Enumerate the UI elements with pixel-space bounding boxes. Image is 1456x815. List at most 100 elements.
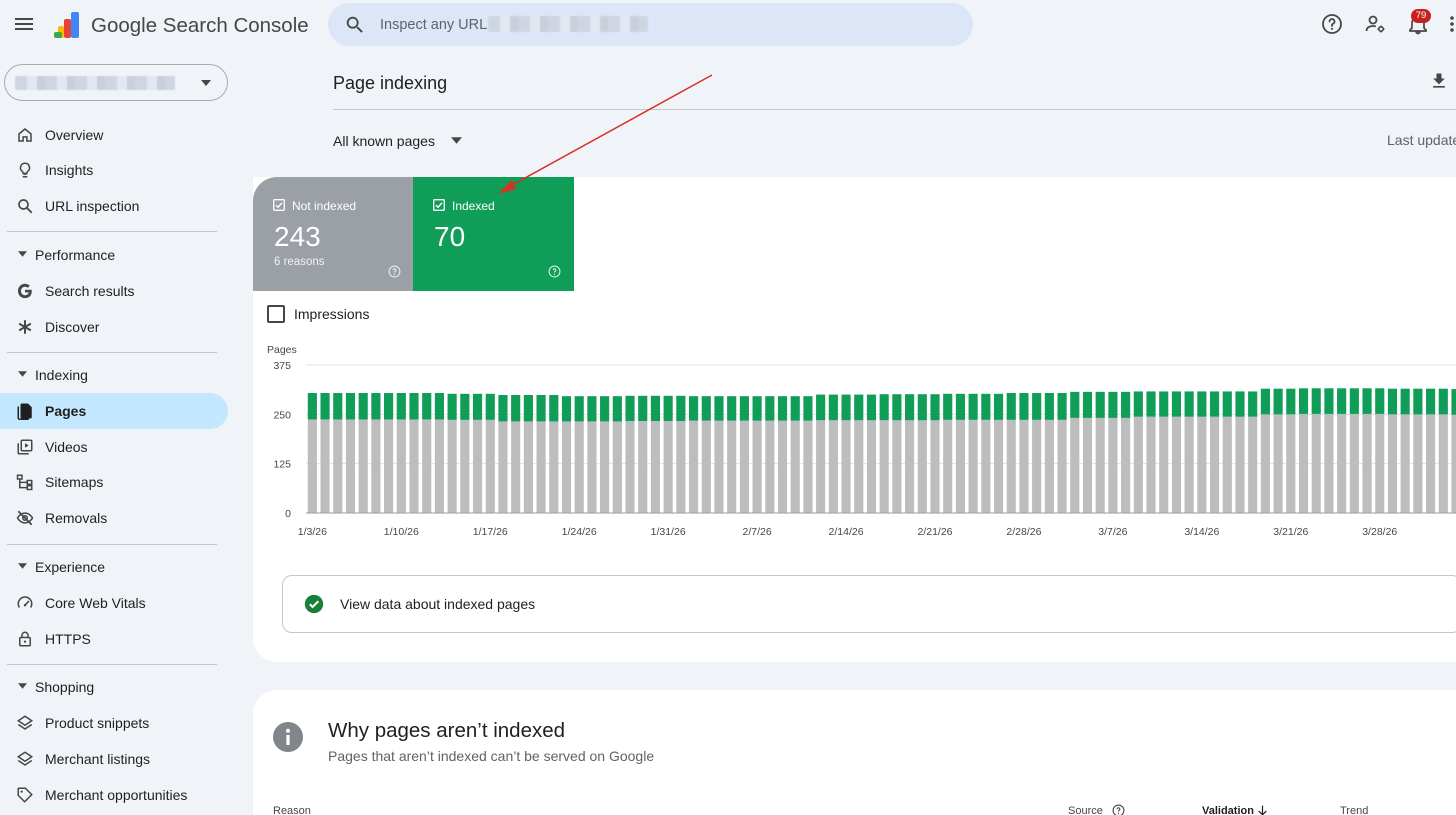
manage-users-button[interactable] — [1363, 12, 1387, 36]
column-header-source[interactable]: Source — [1068, 805, 1103, 815]
bar-not-indexed — [460, 419, 470, 513]
section-title: Why pages aren’t indexed — [328, 719, 566, 742]
help-icon[interactable] — [1112, 804, 1125, 815]
section-indexing[interactable]: Indexing — [0, 361, 228, 389]
sidebar-item-removals[interactable]: Removals — [0, 500, 228, 536]
sidebar-item-https[interactable]: HTTPS — [0, 621, 228, 657]
main-menu-button[interactable] — [12, 12, 36, 36]
sidebar-item-overview[interactable]: Overview — [0, 117, 228, 153]
bar-indexed — [828, 394, 838, 421]
info-icon — [273, 722, 303, 752]
not-indexed-tile[interactable]: Not indexed 243 6 reasons — [253, 177, 414, 291]
help-icon[interactable] — [388, 265, 401, 278]
bar-indexed — [866, 394, 877, 421]
bar-indexed — [930, 394, 940, 421]
sidebar-item-insights[interactable]: Insights — [0, 152, 228, 188]
url-inspect-search[interactable] — [328, 3, 973, 46]
bar-not-indexed — [333, 419, 343, 513]
sidebar-item-search-results[interactable]: Search results — [0, 273, 228, 309]
bar-indexed — [917, 394, 927, 421]
sidebar-item-videos[interactable]: Videos — [0, 429, 228, 465]
dropdown-caret-icon — [451, 137, 462, 144]
indexed-tile[interactable]: Indexed 70 — [413, 177, 574, 291]
bar-not-indexed — [892, 420, 902, 513]
page-filter-dropdown[interactable]: All known pages — [333, 131, 473, 151]
column-header-validation[interactable]: Validation — [1202, 805, 1254, 815]
bar-not-indexed — [1311, 413, 1321, 513]
x-tick-label: 3/21/26 — [1273, 526, 1308, 538]
bar-not-indexed — [434, 419, 444, 513]
dropdown-caret-icon — [201, 79, 211, 87]
bar-not-indexed — [1337, 413, 1347, 513]
filter-label: All known pages — [333, 133, 435, 149]
bar-indexed — [892, 394, 902, 421]
sidebar-item-merchant-opportunities[interactable]: Merchant opportunities — [0, 777, 228, 813]
sidebar-item-sitemaps[interactable]: Sitemaps — [0, 464, 228, 500]
sidebar-item-product-snippets[interactable]: Product snippets — [0, 705, 228, 741]
section-shopping[interactable]: Shopping — [0, 673, 228, 701]
sidebar-item-core-web-vitals[interactable]: Core Web Vitals — [0, 585, 228, 621]
bar-indexed — [777, 396, 788, 421]
section-experience[interactable]: Experience — [0, 553, 228, 581]
more-options-button[interactable] — [1448, 12, 1456, 36]
y-tick-label: 125 — [273, 459, 291, 471]
bar-indexed — [1222, 391, 1232, 417]
bar-indexed — [1006, 393, 1016, 420]
checkbox-checked-icon — [433, 199, 445, 211]
column-header-trend[interactable]: Trend — [1340, 805, 1369, 815]
why-not-indexed-card — [253, 690, 1456, 815]
x-tick-label: 2/14/26 — [829, 526, 864, 538]
sidebar-item-pages[interactable]: Pages — [0, 393, 228, 429]
bar-not-indexed — [688, 420, 699, 513]
bar-not-indexed — [1387, 414, 1398, 513]
section-performance[interactable]: Performance — [0, 241, 228, 269]
bar-not-indexed — [854, 420, 864, 513]
bar-not-indexed — [828, 420, 838, 513]
bar-indexed — [1248, 391, 1258, 417]
sidebar-item-merchant-listings[interactable]: Merchant listings — [0, 741, 228, 777]
bar-not-indexed — [409, 419, 419, 513]
sidebar-item-label: Pages — [45, 403, 87, 419]
bar-indexed — [1108, 391, 1118, 418]
bar-not-indexed — [1260, 414, 1270, 513]
bar-indexed — [1032, 393, 1042, 420]
bar-not-indexed — [1070, 417, 1080, 513]
impressions-checkbox[interactable]: Impressions — [267, 305, 397, 325]
x-tick-label: 1/3/26 — [298, 526, 327, 538]
help-button[interactable] — [1320, 12, 1344, 36]
title-divider — [333, 109, 1456, 110]
property-selector[interactable] — [4, 64, 228, 101]
bar-indexed — [803, 396, 813, 421]
bar-not-indexed — [1298, 413, 1309, 513]
bar-indexed — [1082, 391, 1093, 418]
export-button[interactable] — [1429, 71, 1449, 91]
search-console-logo — [52, 10, 84, 40]
y-tick-label: 250 — [273, 409, 291, 421]
bar-not-indexed — [612, 421, 622, 513]
y-tick-label: 375 — [273, 360, 291, 372]
bar-indexed — [790, 396, 800, 421]
view-indexed-pages-button[interactable]: View data about indexed pages — [282, 575, 1456, 633]
indexing-chart: Pages 0 125 250 375 1/3/26 1/10/26 1/17/26 1/24/… — [262, 340, 1456, 550]
bar-not-indexed — [1222, 416, 1232, 513]
bar-indexed — [752, 396, 762, 421]
checkbox-checked-icon — [273, 199, 285, 211]
bar-indexed — [1184, 391, 1194, 417]
help-icon[interactable] — [548, 265, 561, 278]
bar-indexed — [688, 396, 699, 421]
bar-indexed — [447, 393, 457, 420]
sidebar-item-discover[interactable]: Discover — [0, 309, 228, 345]
x-tick-label: 1/24/26 — [562, 526, 597, 538]
bar-indexed — [1197, 391, 1207, 417]
column-header-reason[interactable]: Reason — [273, 805, 311, 815]
collapse-caret-icon — [18, 251, 27, 257]
bar-not-indexed — [1095, 417, 1105, 513]
bar-indexed — [1362, 388, 1372, 414]
sidebar-item-url-inspection[interactable]: URL inspection — [0, 188, 228, 224]
sort-arrow-down-icon[interactable] — [1256, 804, 1269, 815]
bar-indexed — [511, 394, 521, 422]
sitemap-icon — [16, 473, 34, 491]
bar-indexed — [1298, 388, 1309, 414]
bar-indexed — [1400, 388, 1410, 415]
app-brand: Google Search Console — [91, 14, 309, 37]
